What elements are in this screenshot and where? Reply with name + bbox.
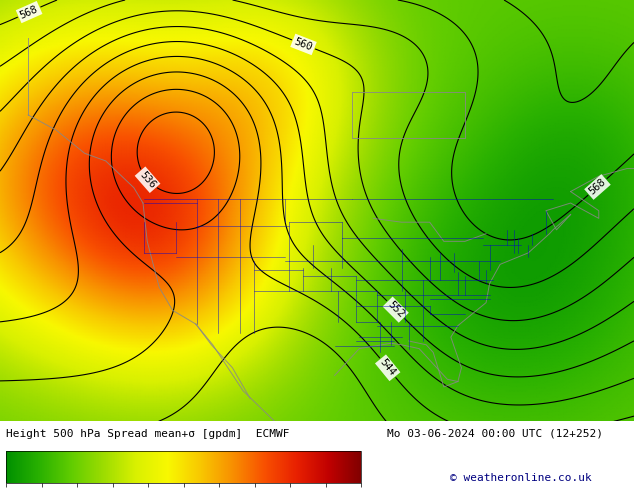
Text: 536: 536	[138, 170, 157, 190]
Text: Height 500 hPa Spread mean+σ [gpdm]  ECMWF: Height 500 hPa Spread mean+σ [gpdm] ECMW…	[6, 429, 290, 439]
Text: 552: 552	[385, 299, 406, 320]
Text: 544: 544	[378, 357, 398, 378]
Text: 568: 568	[587, 177, 608, 197]
Text: © weatheronline.co.uk: © weatheronline.co.uk	[450, 473, 592, 483]
Text: 568: 568	[18, 4, 40, 21]
Text: 560: 560	[293, 36, 314, 52]
Text: Mo 03-06-2024 00:00 UTC (12+252): Mo 03-06-2024 00:00 UTC (12+252)	[387, 429, 603, 439]
